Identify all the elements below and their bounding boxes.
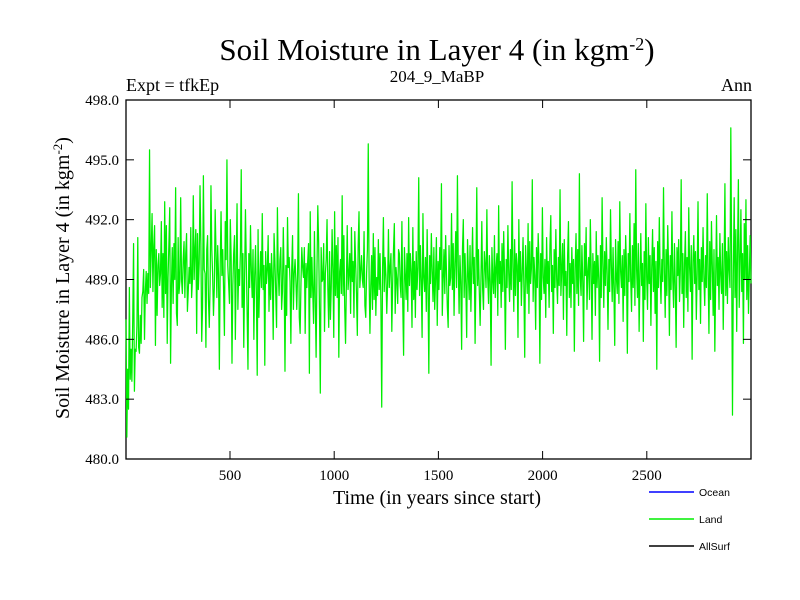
y-axis-label-close: )	[52, 137, 74, 144]
subtitle-right: Ann	[721, 75, 752, 95]
chart-title-superscript: -2	[629, 34, 644, 54]
y-axis-label-superscript: -2	[50, 144, 65, 155]
y-tick-label-1: 483.0	[85, 392, 119, 408]
chart-title: Soil Moisture in Layer 4 (in kgm-2)	[219, 32, 654, 67]
x-tick-label-0: 500	[219, 468, 242, 484]
y-tick-label-0: 480.0	[85, 452, 119, 468]
x-tick-label-1: 1000	[319, 468, 349, 484]
subtitle-left: Expt = tfkEp	[126, 75, 219, 95]
x-axis-label: Time (in years since start)	[333, 487, 541, 509]
y-axis-label: Soil Moisture in Layer 4 (in kgm-2)	[50, 137, 75, 419]
y-tick-label-6: 498.0	[85, 93, 119, 109]
series-line-land	[125, 127, 752, 438]
legend-label-ocean: Ocean	[699, 487, 730, 499]
y-tick-label-2: 486.0	[85, 332, 119, 348]
series-group	[125, 127, 752, 438]
x-tick-label-4: 2500	[632, 468, 662, 484]
legend: Ocean Land AllSurf	[649, 487, 730, 553]
y-tick-label-3: 489.0	[85, 273, 119, 289]
y-axis-label-main: Soil Moisture in Layer 4 (in kgm	[52, 154, 74, 419]
axis-group: 480.0 483.0 486.0 489.0 492.0 495.0 498.0 500 10…	[85, 93, 751, 484]
y-tick-label-4: 492.0	[85, 213, 119, 229]
y-tick-label-5: 495.0	[85, 153, 119, 169]
x-tick-label-2: 1500	[423, 468, 453, 484]
x-tick-label-3: 2000	[528, 468, 558, 484]
legend-label-land: Land	[699, 514, 723, 526]
legend-label-allsurf: AllSurf	[699, 541, 730, 553]
chart-title-main: Soil Moisture in Layer 4 (in kgm	[219, 32, 629, 67]
chart-title-close: )	[644, 32, 654, 67]
subtitle-center: 204_9_MaBP	[390, 67, 484, 86]
